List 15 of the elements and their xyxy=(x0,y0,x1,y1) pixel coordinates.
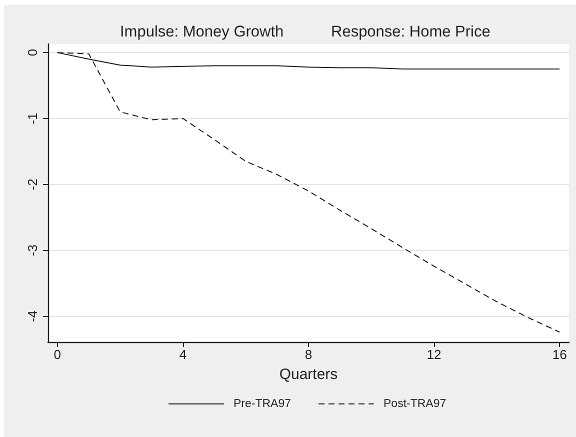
y-tick-label: -3 xyxy=(25,244,40,256)
x-tick-label: 4 xyxy=(179,347,187,362)
y-tick-label: 0 xyxy=(25,48,40,56)
x-tick-label: 8 xyxy=(304,347,312,362)
y-tick-label: -4 xyxy=(25,310,40,322)
chart-subtitle: Response: Home Price xyxy=(331,24,490,40)
legend-label: Pre-TRA97 xyxy=(234,398,292,410)
y-tick-label: -2 xyxy=(25,178,40,190)
chart-title: Impulse: Money Growth xyxy=(120,24,284,40)
legend-label: Post-TRA97 xyxy=(384,398,446,410)
y-tick-label: -1 xyxy=(25,112,40,124)
x-axis-title: Quarters xyxy=(279,366,338,383)
x-tick-label: 0 xyxy=(54,347,62,362)
x-tick-label: 12 xyxy=(426,347,442,362)
x-tick-label: 16 xyxy=(552,347,567,362)
